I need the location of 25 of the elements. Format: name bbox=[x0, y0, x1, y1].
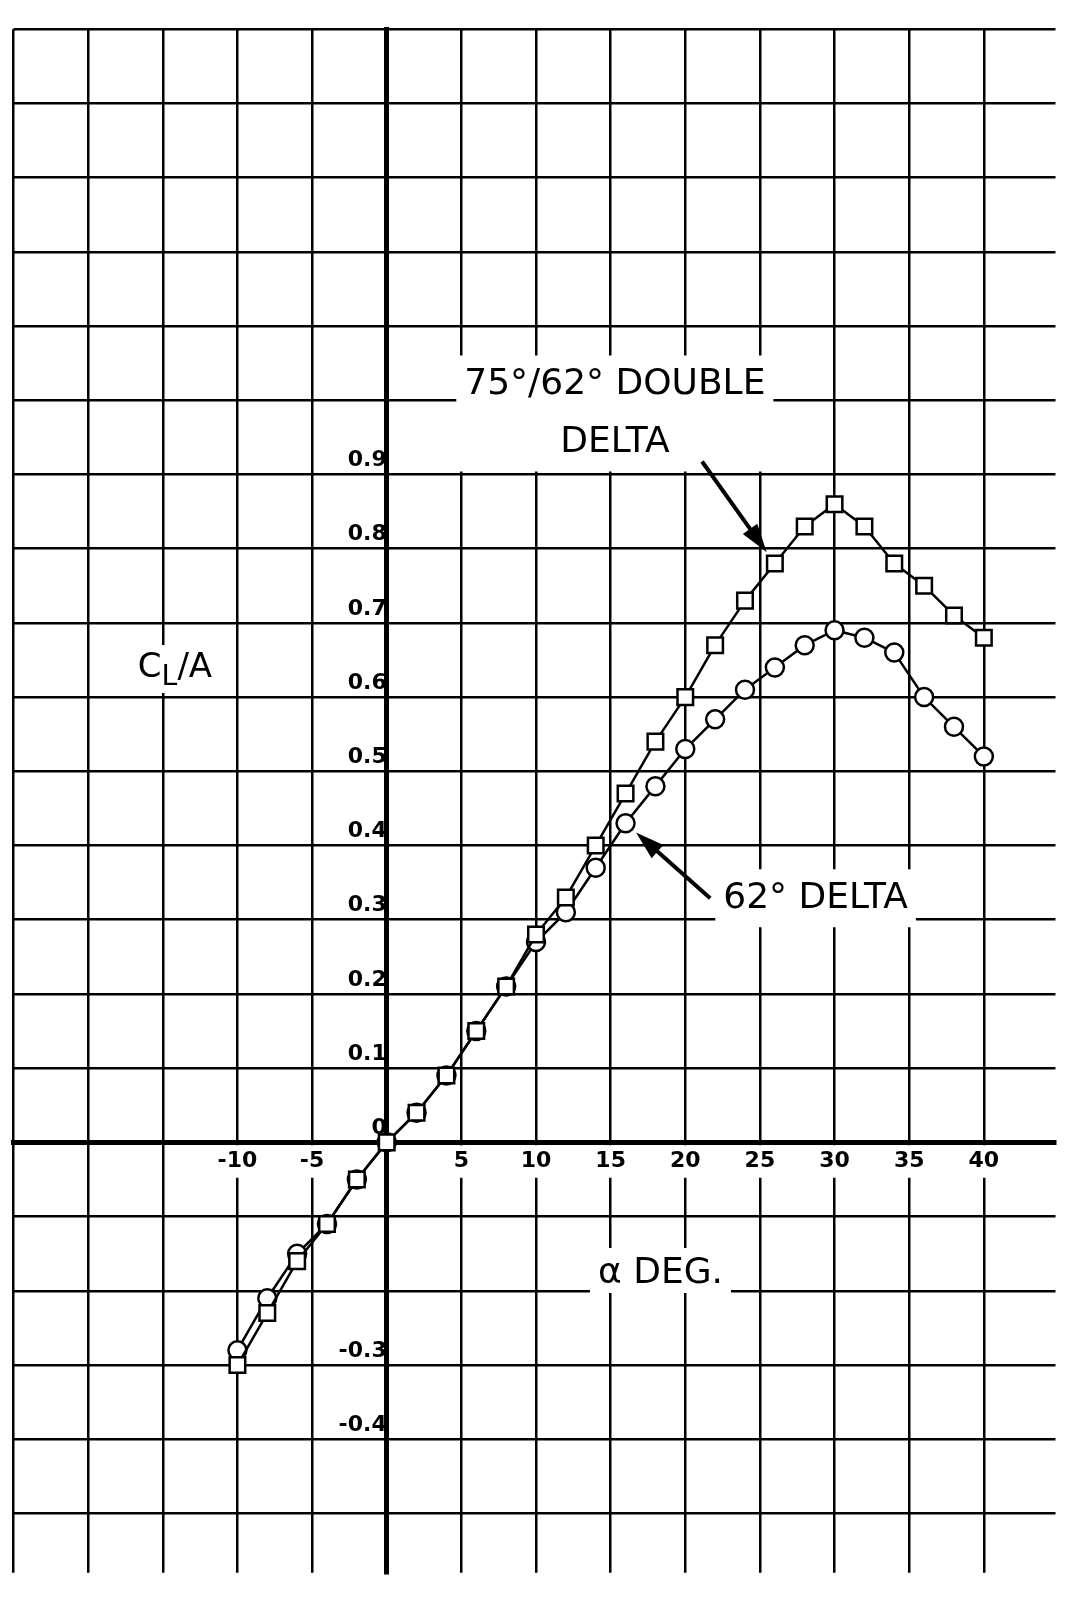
x-tick-label: -5 bbox=[299, 1147, 325, 1173]
y-tick-label: 0.5 bbox=[347, 743, 387, 769]
x-tick-label: 10 bbox=[520, 1147, 552, 1173]
y-tick-label: 0.2 bbox=[347, 965, 387, 991]
x-tick-label: -10 bbox=[217, 1147, 258, 1173]
series-label: 75°/62° DOUBLE DELTA bbox=[464, 360, 766, 460]
y-tick-label: 0.6 bbox=[347, 668, 387, 694]
x-tick-label: 25 bbox=[744, 1147, 776, 1173]
x-tick-label: 15 bbox=[595, 1147, 626, 1173]
y-tick-label: 0.3 bbox=[347, 891, 387, 917]
y-tick-label: 0.4 bbox=[347, 817, 387, 843]
y-axis-title: C$_{L}$/A bbox=[115, 645, 235, 693]
y-tick-label: 0.8 bbox=[347, 520, 387, 546]
x-tick-label: 5 bbox=[453, 1147, 470, 1173]
x-tick-label: 20 bbox=[669, 1147, 701, 1173]
y-tick-label: -0.3 bbox=[338, 1336, 387, 1362]
y-tick-label: 0.1 bbox=[347, 1039, 387, 1065]
y-tick-label: -0.4 bbox=[338, 1410, 387, 1436]
legend-label: 62° DELTA bbox=[723, 874, 909, 916]
y-tick-label: 0.7 bbox=[347, 594, 387, 620]
x-tick-label: 40 bbox=[968, 1147, 1000, 1173]
x-tick-label: 30 bbox=[819, 1147, 850, 1173]
y-tick-label: 0.9 bbox=[347, 446, 387, 472]
x-axis-title: α DEG. bbox=[590, 1248, 731, 1293]
x-tick-label: 35 bbox=[893, 1147, 925, 1173]
